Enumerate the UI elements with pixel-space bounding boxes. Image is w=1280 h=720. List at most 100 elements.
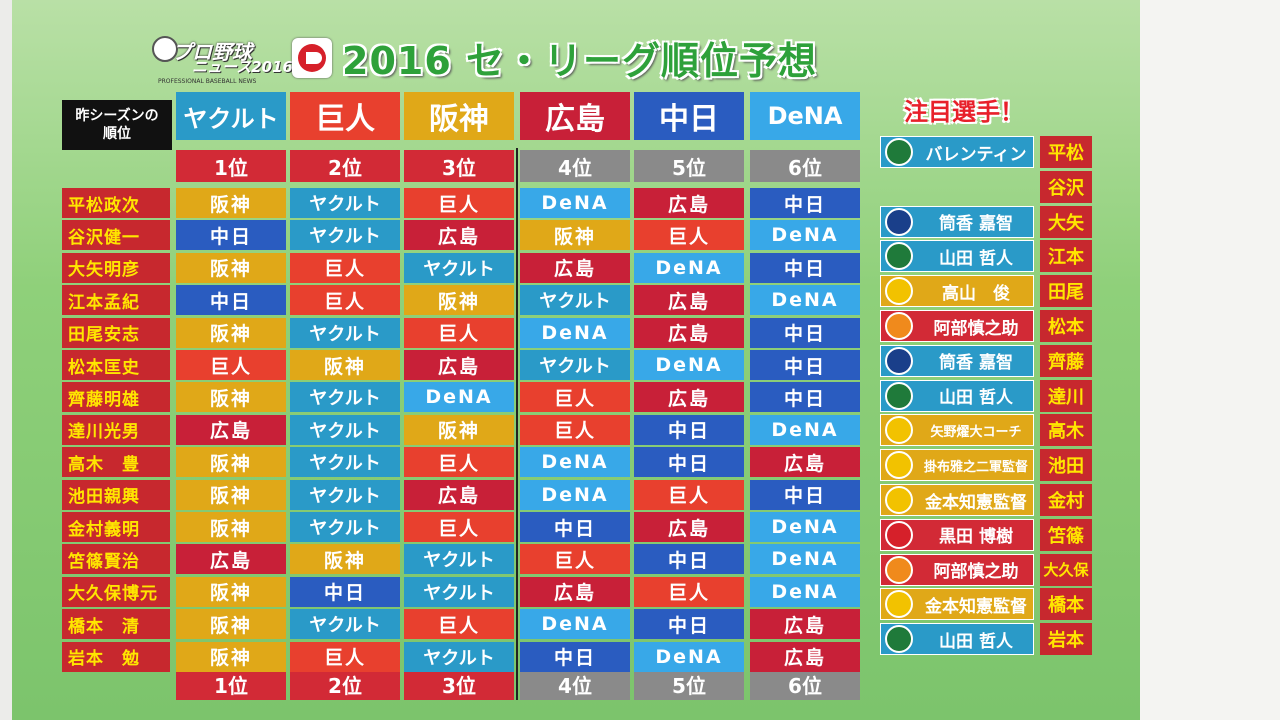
rank-bottom-5: 6位 (750, 668, 860, 700)
notable-pundit: 江本 (1040, 240, 1092, 273)
notable-player: 黒田 博樹 (880, 518, 1034, 551)
carp-logo-icon (885, 520, 913, 549)
prediction-cell: 巨人 (404, 447, 514, 478)
pundit-name: 松本匡史 (62, 350, 170, 380)
prediction-cell: 広島 (404, 220, 514, 251)
notable-player: 筒香 嘉智 (880, 344, 1034, 377)
pundit-name: 橋本 清 (62, 609, 170, 640)
prediction-cell: 巨人 (404, 188, 514, 218)
prediction-cell: 中日 (750, 382, 860, 413)
prediction-cell: 広島 (634, 382, 744, 413)
pundit-name: 金村義明 (62, 512, 170, 542)
prediction-cell: 広島 (750, 641, 860, 672)
prediction-cell: 阪神 (290, 350, 400, 380)
notable-player: 筒香 嘉智 (880, 205, 1034, 238)
prediction-cell: 中日 (176, 220, 286, 251)
giants-logo-icon (885, 312, 913, 340)
notable-pundit: 田尾 (1040, 275, 1092, 308)
prediction-cell: 中日 (634, 447, 744, 478)
prediction-cell: 阪神 (176, 479, 286, 510)
prediction-cell: 巨人 (404, 317, 514, 348)
prediction-cell: 巨人 (290, 252, 400, 283)
prediction-cell: 広島 (176, 414, 286, 445)
prediction-cell: ヤクルト (290, 382, 400, 413)
rank-bottom-3: 4位 (520, 668, 630, 700)
notable-player: 掛布雅之二軍監督 (880, 449, 1034, 482)
swallows-logo-icon (885, 381, 913, 410)
prediction-cell: 中日 (750, 317, 860, 348)
prediction-cell: 広島 (176, 544, 286, 575)
prediction-cell: 阪神 (404, 285, 514, 316)
prediction-cell: 巨人 (404, 512, 514, 542)
rank-top-2: 3位 (404, 150, 514, 182)
team-header-1: 巨人 (290, 92, 400, 140)
baseball-icon (152, 36, 178, 62)
pundit-name: 笘篠賢治 (62, 544, 170, 575)
prediction-cell: DeNA (634, 641, 744, 672)
swallows-logo-icon (885, 138, 913, 166)
prediction-cell: ヤクルト (404, 576, 514, 607)
giants-logo-icon (885, 555, 913, 584)
notable-player-name: 山田 哲人 (939, 248, 1013, 269)
notable-pundit: 橋本 (1040, 588, 1092, 621)
central-league-logo-icon (292, 38, 332, 78)
prediction-cell: 中日 (750, 350, 860, 380)
prediction-cell: ヤクルト (520, 285, 630, 316)
logo-line1: プロ野球 (172, 40, 252, 64)
prediction-cell: 広島 (634, 317, 744, 348)
prediction-cell: 巨人 (290, 641, 400, 672)
notable-player: 金本知憲監督 (880, 588, 1034, 621)
prediction-cell: DeNA (520, 317, 630, 348)
notable-player-name: 掛布雅之二軍監督 (923, 459, 1028, 475)
notable-player-name: 金本知憲監督 (925, 596, 1027, 617)
notable-player-name: 筒香 嘉智 (939, 353, 1013, 374)
prediction-cell: 中日 (176, 285, 286, 316)
pundit-name: 谷沢健一 (62, 220, 170, 251)
prediction-cell: 広島 (634, 285, 744, 316)
studio-wall-left (0, 0, 12, 720)
rank-top-3: 4位 (520, 150, 630, 182)
rank-top-1: 2位 (290, 150, 400, 182)
prediction-cell: 阪神 (176, 317, 286, 348)
prediction-cell: 中日 (750, 188, 860, 218)
prediction-cell: ヤクルト (290, 414, 400, 445)
pundit-name: 大矢明彦 (62, 252, 170, 283)
pundit-name: 岩本 勉 (62, 641, 170, 672)
notable-player-name: 矢野燿大コーチ (930, 424, 1022, 440)
prediction-cell: 巨人 (290, 285, 400, 316)
tigers-logo-icon (885, 590, 913, 619)
team-header-3: 広島 (520, 92, 630, 140)
prediction-cell: DeNA (404, 382, 514, 413)
tigers-logo-icon (885, 277, 913, 306)
team-header-5: DeNA (750, 92, 860, 140)
pundit-name: 田尾安志 (62, 317, 170, 348)
rank-bottom-2: 3位 (404, 668, 514, 700)
logo-line3: PROFESSIONAL BASEBALL NEWS (158, 78, 257, 85)
notable-pundit: 笘篠 (1040, 518, 1092, 551)
prediction-cell: 阪神 (176, 252, 286, 283)
notable-player-name: バレンティン (925, 144, 1027, 165)
program-logo: プロ野球 ニュース2016 PROFESSIONAL BASEBALL NEWS (150, 32, 293, 90)
prediction-cell: 阪神 (176, 576, 286, 607)
pundit-name: 大久保博元 (62, 576, 170, 607)
grid-divider (516, 148, 518, 700)
corner-label: 昨シーズンの 順位 (62, 100, 172, 150)
prediction-cell: ヤクルト (290, 188, 400, 218)
pundit-name: 齊藤明雄 (62, 382, 170, 413)
prediction-cell: ヤクルト (520, 350, 630, 380)
prediction-cell: ヤクルト (290, 479, 400, 510)
studio-wall (1140, 0, 1280, 720)
notable-player: 阿部慎之助 (880, 553, 1034, 586)
notable-player-name: 山田 哲人 (939, 631, 1013, 652)
notable-player-name: 阿部慎之助 (933, 318, 1019, 339)
pundit-name: 平松政次 (62, 188, 170, 218)
prediction-cell: 広島 (520, 252, 630, 283)
prediction-cell: 広島 (750, 609, 860, 640)
notable-pundit: 池田 (1040, 449, 1092, 482)
notable-player-name: 金本知憲監督 (925, 492, 1027, 513)
pundit-name: 高木 豊 (62, 447, 170, 478)
rank-bottom-1: 2位 (290, 668, 400, 700)
notable-title: 注目選手！ (904, 98, 1024, 126)
prediction-cell: 中日 (634, 414, 744, 445)
baystars-logo-icon (885, 346, 913, 375)
